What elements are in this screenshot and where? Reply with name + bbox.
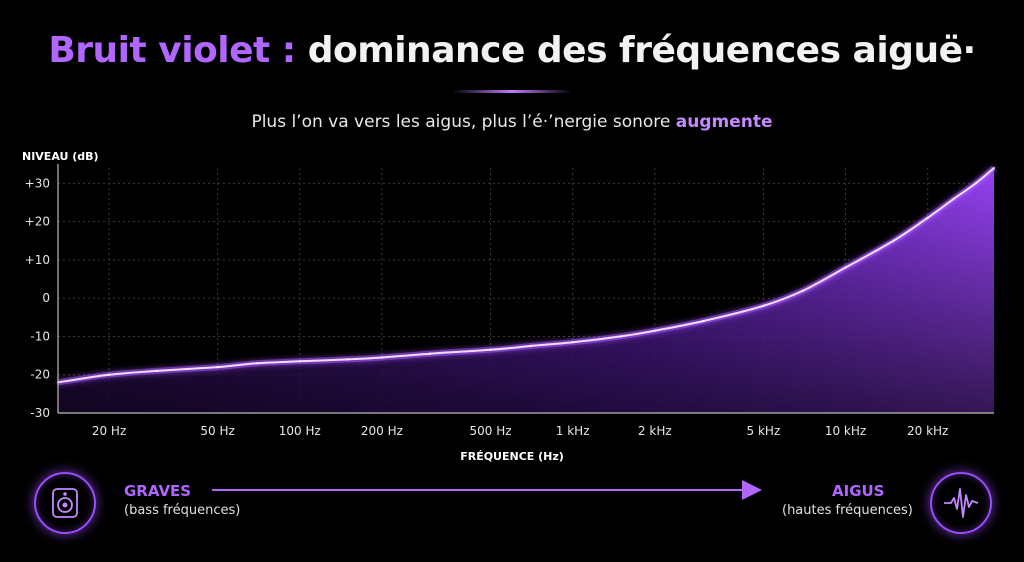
y-axis-title: NIVEAU (dB) xyxy=(22,150,99,163)
y-tick-label: -30 xyxy=(30,406,50,420)
data-point xyxy=(844,266,847,269)
y-tick-label: -10 xyxy=(30,329,50,343)
data-point xyxy=(952,197,956,200)
data-point xyxy=(974,182,977,185)
title-accent: Bruit violet : xyxy=(48,30,296,71)
data-point xyxy=(380,356,384,359)
data-point xyxy=(619,335,622,338)
x-tick-label: 100 Hz xyxy=(279,424,321,438)
x-tick-label: 1 kHz xyxy=(556,424,590,438)
x-tick-label: 2 kHz xyxy=(638,424,672,438)
area-layer xyxy=(56,165,996,413)
data-point xyxy=(298,360,301,363)
axes-layer: +30 +20 +10 0 -10 -20 -30 20 Hz 50 Hz 100 Hz 200 H… xyxy=(25,164,994,438)
y-tick-label: +10 xyxy=(25,253,50,267)
data-point xyxy=(489,348,492,351)
y-tick-label: +30 xyxy=(25,176,50,190)
data-point xyxy=(802,289,805,292)
left-sub: (bass fréquences) xyxy=(124,503,241,518)
waveform-icon xyxy=(930,472,992,534)
data-point xyxy=(992,166,996,170)
data-point xyxy=(529,344,532,348)
right-label: AIGUS xyxy=(832,482,885,500)
data-point xyxy=(571,341,574,344)
y-tick-label: -20 xyxy=(30,368,50,382)
x-tick-label: 200 Hz xyxy=(361,424,403,438)
data-point xyxy=(926,216,929,219)
x-tick-label: 5 kHz xyxy=(747,424,781,438)
x-axis-title: FRÉQUENCE (Hz) xyxy=(460,450,564,463)
y-tick-label: 0 xyxy=(42,291,50,305)
page-title: Bruit violet : dominance des fréquences … xyxy=(0,30,1024,71)
subtitle: Plus l’on va vers les aigus, plus l’é·’n… xyxy=(0,112,1024,132)
data-point xyxy=(701,319,705,323)
subtitle-accent: augmente xyxy=(675,112,773,132)
title-underline xyxy=(452,90,572,93)
x-tick-label: 50 Hz xyxy=(200,424,234,438)
subtitle-text: Plus l’on va vers les aigus, plus l’é·’n… xyxy=(251,112,676,132)
data-point xyxy=(346,358,349,361)
x-tick-label: 20 Hz xyxy=(92,424,126,438)
x-tick-label: 10 kHz xyxy=(825,424,866,438)
series-area-shade xyxy=(58,168,994,413)
speaker-icon xyxy=(34,472,96,534)
left-label: GRAVES xyxy=(124,482,192,500)
x-tick-label: 20 kHz xyxy=(907,424,948,438)
title-rest: dominance des fréquences aiguë· xyxy=(295,30,976,71)
data-point xyxy=(762,304,765,307)
data-point xyxy=(155,369,159,373)
data-point xyxy=(892,239,895,242)
x-tick-label: 500 Hz xyxy=(469,424,511,438)
y-tick-label: +20 xyxy=(25,215,50,229)
right-sub: (hautes fréquences) xyxy=(782,503,913,518)
data-point xyxy=(428,352,432,355)
data-point xyxy=(653,329,656,332)
data-point xyxy=(256,362,259,365)
data-point xyxy=(107,373,111,376)
data-point xyxy=(216,365,219,369)
